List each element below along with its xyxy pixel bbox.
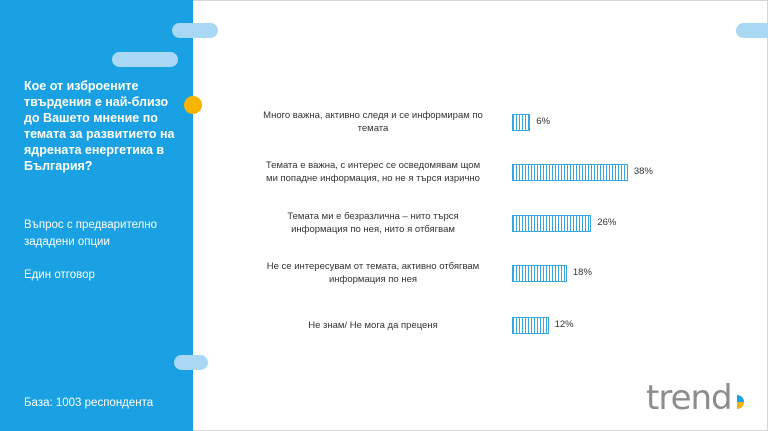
- category-label: Не знам/ Не мога да преценя: [308, 319, 438, 331]
- decor-pill-top-left: [172, 23, 218, 38]
- answer-type: Един отговор: [24, 269, 95, 281]
- question-type: Въпрос с предварително зададени опции: [24, 219, 158, 248]
- decor-pill-top-right: [736, 23, 768, 38]
- logo-mark-icon: [737, 395, 744, 409]
- question-text: Кое от изброените твърдения е най-близо …: [24, 79, 175, 173]
- sample-base: База: 1003 респондента: [24, 397, 154, 409]
- trend-logo: trend: [646, 378, 733, 418]
- bar: [512, 164, 628, 181]
- category-label: Темата е важна, с интерес се осведомявам…: [265, 160, 481, 184]
- value-label: 12%: [554, 319, 574, 330]
- category-label: Много важна, активно следя и се информир…: [263, 110, 483, 134]
- value-label: 6%: [536, 116, 551, 127]
- bar: [512, 317, 549, 334]
- sidebar-panel: Кое от изброените твърдения е най-близо …: [0, 0, 193, 431]
- bar: [512, 265, 567, 282]
- value-label: 26%: [597, 217, 617, 228]
- decor-dot: [184, 96, 202, 114]
- bar: [512, 215, 592, 232]
- bar: [512, 114, 531, 131]
- category-label: Темата ми е безразлична – нито търся инф…: [287, 211, 459, 235]
- value-label: 18%: [572, 267, 592, 278]
- category-label: Не се интересувам от темата, активно отб…: [266, 261, 480, 285]
- decor-pill-bottom-left: [174, 355, 208, 370]
- value-label: 38%: [633, 166, 653, 177]
- decor-pill-mid-left: [112, 52, 178, 67]
